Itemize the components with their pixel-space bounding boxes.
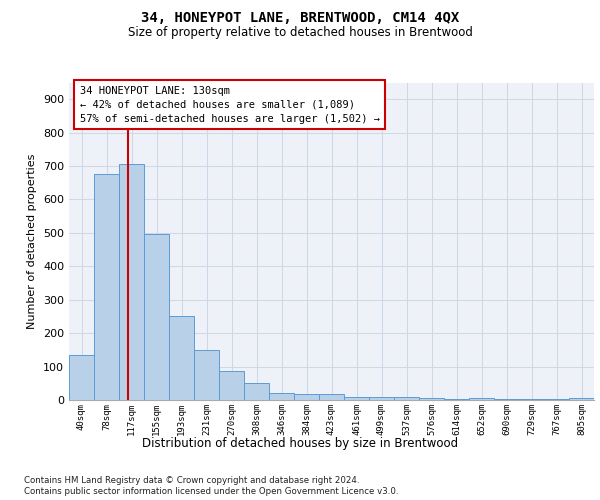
- Bar: [194, 350, 219, 400]
- Bar: [69, 355, 94, 400]
- Bar: [119, 164, 144, 400]
- Bar: [319, 394, 344, 400]
- Y-axis label: Number of detached properties: Number of detached properties: [28, 154, 37, 329]
- Bar: [419, 398, 444, 400]
- Bar: [569, 398, 594, 400]
- Text: Distribution of detached houses by size in Brentwood: Distribution of detached houses by size …: [142, 438, 458, 450]
- Bar: [344, 396, 369, 400]
- Bar: [469, 398, 494, 400]
- Bar: [394, 396, 419, 400]
- Bar: [169, 316, 194, 400]
- Bar: [269, 392, 294, 400]
- Text: 34, HONEYPOT LANE, BRENTWOOD, CM14 4QX: 34, HONEYPOT LANE, BRENTWOOD, CM14 4QX: [141, 11, 459, 25]
- Text: 34 HONEYPOT LANE: 130sqm
← 42% of detached houses are smaller (1,089)
57% of sem: 34 HONEYPOT LANE: 130sqm ← 42% of detach…: [79, 86, 380, 124]
- Text: Contains public sector information licensed under the Open Government Licence v3: Contains public sector information licen…: [24, 487, 398, 496]
- Text: Size of property relative to detached houses in Brentwood: Size of property relative to detached ho…: [128, 26, 472, 39]
- Bar: [94, 174, 119, 400]
- Bar: [294, 394, 319, 400]
- Text: Contains HM Land Registry data © Crown copyright and database right 2024.: Contains HM Land Registry data © Crown c…: [24, 476, 359, 485]
- Bar: [219, 370, 244, 400]
- Bar: [144, 234, 169, 400]
- Bar: [244, 384, 269, 400]
- Bar: [369, 396, 394, 400]
